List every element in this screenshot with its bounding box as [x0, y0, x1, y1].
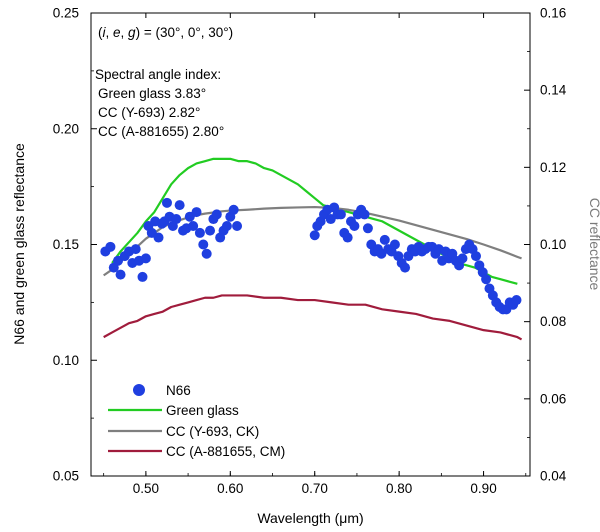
x-tick-label: 0.80	[386, 481, 412, 496]
legend-green-glass-label: Green glass	[166, 403, 239, 418]
x-tick-label: 0.70	[302, 481, 328, 496]
left-y-axis-ticks: 0.05 0.10 0.15 0.20 0.25	[53, 6, 97, 484]
legend-n66-marker	[133, 384, 145, 396]
legend-cc-a881655-label: CC (A-881655, CM)	[166, 444, 285, 459]
n66-point	[191, 207, 202, 218]
right-y-tick-label: 0.16	[540, 6, 566, 21]
x-tick-label: 0.60	[217, 481, 243, 496]
left-y-axis-label: N66 and green glass reflectance	[11, 143, 27, 345]
n66-point	[228, 204, 239, 215]
left-y-tick-label: 0.05	[53, 469, 79, 484]
sai-line-cc-a881655: CC (A-881655) 2.80°	[98, 124, 224, 139]
n66-point	[335, 209, 346, 220]
n66-point	[211, 209, 222, 220]
legend-cc-y693-label: CC (Y-693, CK)	[166, 424, 259, 439]
n66-points	[100, 197, 522, 315]
n66-point	[198, 239, 209, 250]
geometry-annotation: (i, e, g) = (30°, 0°, 30°)	[98, 25, 233, 40]
series-line-cc-a-881655-cm	[103, 294, 523, 341]
n66-point	[511, 295, 522, 306]
n66-point	[379, 234, 390, 245]
n66-point	[188, 220, 199, 231]
series-lines	[103, 157, 523, 341]
n66-point	[174, 200, 185, 211]
legend: N66 Green glass CC (Y-693, CK) CC (A-881…	[108, 383, 285, 459]
n66-point	[130, 244, 141, 255]
n66-point	[153, 232, 164, 243]
n66-point	[309, 230, 320, 241]
right-y-tick-label: 0.08	[540, 314, 566, 329]
n66-point	[161, 197, 172, 208]
n66-point	[105, 241, 116, 252]
n66-point	[362, 223, 373, 234]
sai-line-cc-y693: CC (Y-693) 2.82°	[98, 105, 200, 120]
x-axis-label: Wavelength (μm)	[257, 510, 363, 526]
n66-point	[470, 251, 481, 262]
left-y-tick-label: 0.25	[53, 6, 79, 21]
n66-point	[232, 220, 243, 231]
right-y-axis-label: CC reflectance	[587, 198, 600, 291]
n66-point	[194, 227, 205, 238]
right-y-tick-label: 0.04	[540, 469, 567, 484]
n66-point	[359, 209, 370, 220]
sai-line-green-glass: Green glass 3.83°	[98, 86, 206, 101]
n66-point	[400, 262, 411, 273]
legend-n66-label: N66	[166, 383, 191, 398]
right-y-tick-label: 0.12	[540, 160, 566, 175]
n66-point	[205, 225, 216, 236]
n66-point	[137, 271, 148, 282]
n66-point	[201, 248, 212, 259]
n66-point	[389, 239, 400, 250]
left-y-tick-label: 0.20	[53, 121, 79, 136]
x-tick-label: 0.50	[133, 481, 159, 496]
right-y-tick-label: 0.14	[540, 83, 567, 98]
left-y-tick-label: 0.15	[53, 237, 79, 252]
x-axis-ticks: 0.50 0.60 0.70 0.80 0.90	[103, 13, 527, 496]
left-y-tick-label: 0.10	[53, 353, 79, 368]
n66-point	[221, 220, 232, 231]
right-y-axis-ticks: 0.04 0.06 0.08 0.10 0.12 0.14 0.16	[524, 6, 567, 484]
n66-point	[140, 253, 151, 264]
x-tick-label: 0.90	[470, 481, 496, 496]
n66-point	[342, 232, 353, 243]
right-y-tick-label: 0.10	[540, 237, 566, 252]
annotations: (i, e, g) = (30°, 0°, 30°) Spectral angl…	[95, 25, 233, 139]
n66-point	[115, 269, 126, 280]
n66-point	[171, 214, 182, 225]
right-y-tick-label: 0.06	[540, 391, 566, 406]
n66-point	[481, 274, 492, 285]
sai-title: Spectral angle index:	[95, 67, 221, 82]
n66-point	[457, 253, 468, 264]
n66-point	[349, 220, 360, 231]
